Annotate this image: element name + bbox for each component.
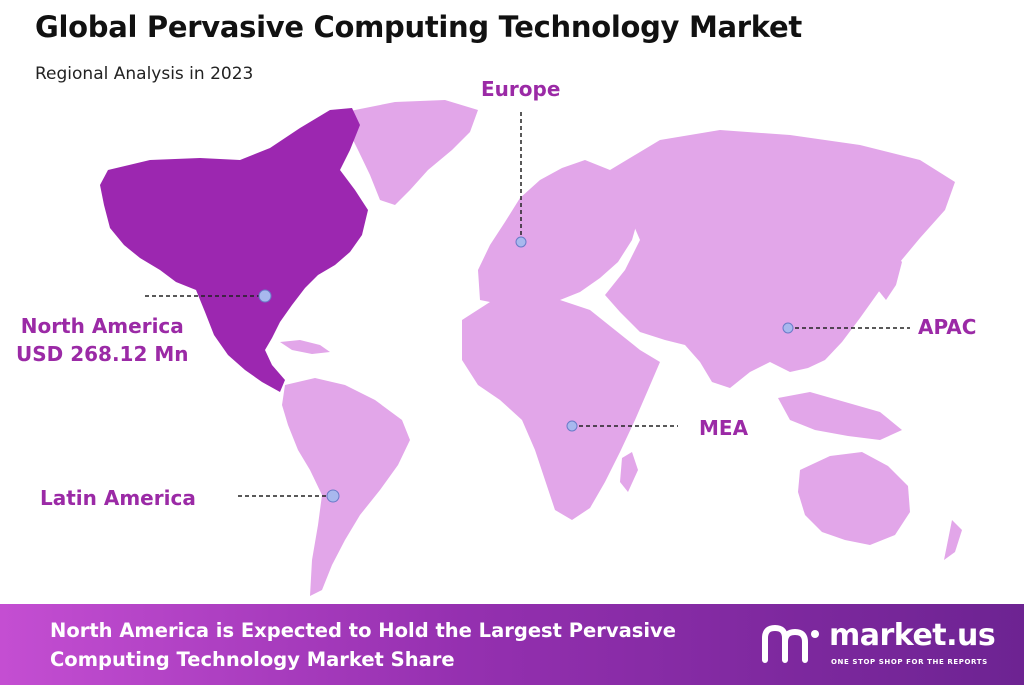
africa-shape [462, 298, 660, 520]
north-america-value: USD 268.12 Mn [16, 342, 189, 366]
market-us-logo-icon [762, 624, 819, 663]
north-america-label: North America USD 268.12 Mn [16, 312, 189, 368]
southeast-asia-islands-shape [778, 392, 902, 440]
footer-banner: North America is Expected to Hold the La… [0, 604, 1024, 685]
asia-shape [605, 130, 955, 388]
brand-tagline: ONE STOP SHOP FOR THE REPORTS [831, 658, 988, 666]
apac-marker [782, 322, 794, 334]
footer-line-1: North America is Expected to Hold the La… [50, 619, 676, 642]
madagascar-shape [620, 452, 638, 492]
brand-name: market.us [829, 618, 996, 653]
europe-label: Europe [481, 77, 561, 101]
greenland-shape [345, 100, 478, 205]
mea-label: MEA [699, 416, 749, 440]
caribbean-shape [280, 340, 330, 354]
latin-america-marker [326, 489, 340, 503]
latin-america-label: Latin America [40, 486, 196, 510]
mea-marker [566, 420, 578, 432]
footer-line-2: Computing Technology Market Share [50, 648, 455, 671]
north-america-name: North America [20, 314, 184, 338]
apac-label: APAC [918, 315, 977, 339]
world-map [100, 100, 962, 596]
europe-marker [515, 236, 527, 248]
page-title: Global Pervasive Computing Technology Ma… [35, 10, 802, 44]
japan-shape [878, 250, 902, 300]
south-america-shape [282, 378, 410, 596]
new-zealand-shape [944, 520, 962, 560]
north-america-marker [258, 289, 272, 303]
page-subtitle: Regional Analysis in 2023 [35, 64, 254, 84]
australia-shape [798, 452, 910, 545]
north-america-shape [100, 108, 368, 392]
brand-logo: market.us ONE STOP SHOP FOR THE REPORTS [759, 618, 1009, 674]
europe-shape [478, 160, 640, 304]
footer-message: North America is Expected to Hold the La… [50, 616, 750, 674]
